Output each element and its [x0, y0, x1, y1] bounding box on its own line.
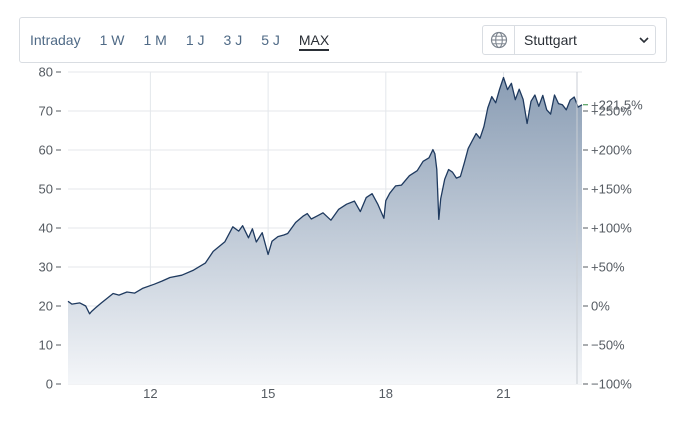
right-tick-label: +150%: [591, 182, 632, 197]
tab-1-week[interactable]: 1 W: [99, 32, 125, 48]
current-change-label: +221,5%: [591, 97, 643, 112]
range-tabs: Intraday 1 W 1 M 1 J 3 J 5 J MAX: [20, 18, 338, 62]
tab-1-year[interactable]: 1 J: [185, 32, 205, 48]
y-tick-label: 30: [39, 260, 53, 275]
range-toolbar: Intraday 1 W 1 M 1 J 3 J 5 J MAX Stuttga…: [19, 17, 667, 63]
right-tick-label: +250%: [591, 104, 632, 119]
y-tick-label: 60: [39, 143, 53, 158]
tab-3-years[interactable]: 3 J: [223, 32, 243, 48]
x-tick-label: 21: [496, 386, 510, 401]
tab-1-month[interactable]: 1 M: [143, 32, 167, 48]
globe-icon: [483, 26, 515, 54]
y-tick-label: 80: [39, 65, 53, 80]
tab-5-years[interactable]: 5 J: [261, 32, 280, 48]
y-tick-label: 10: [39, 338, 53, 353]
x-tick-label: 12: [143, 386, 157, 401]
right-tick-label: +200%: [591, 143, 632, 158]
right-tick-label: +100%: [591, 221, 632, 236]
x-tick-label: 15: [261, 386, 275, 401]
y-tick-label: 70: [39, 104, 53, 119]
right-tick-label: 0%: [591, 299, 610, 314]
price-line: [67, 76, 583, 315]
price-area: [68, 77, 582, 384]
right-tick-label: −100%: [591, 377, 632, 392]
y-tick-label: 50: [39, 182, 53, 197]
x-tick-label: 18: [379, 386, 393, 401]
y-tick-label: 0: [46, 377, 53, 392]
y-tick-label: 20: [39, 299, 53, 314]
tab-intraday[interactable]: Intraday: [30, 32, 81, 48]
right-tick-label: +50%: [591, 260, 625, 275]
exchange-select[interactable]: Stuttgart: [482, 25, 656, 55]
tab-max[interactable]: MAX: [298, 30, 330, 51]
chevron-down-icon: [633, 26, 655, 54]
right-tick-label: −50%: [591, 338, 625, 353]
y-tick-label: 40: [39, 221, 53, 236]
exchange-select-value: Stuttgart: [524, 32, 577, 48]
